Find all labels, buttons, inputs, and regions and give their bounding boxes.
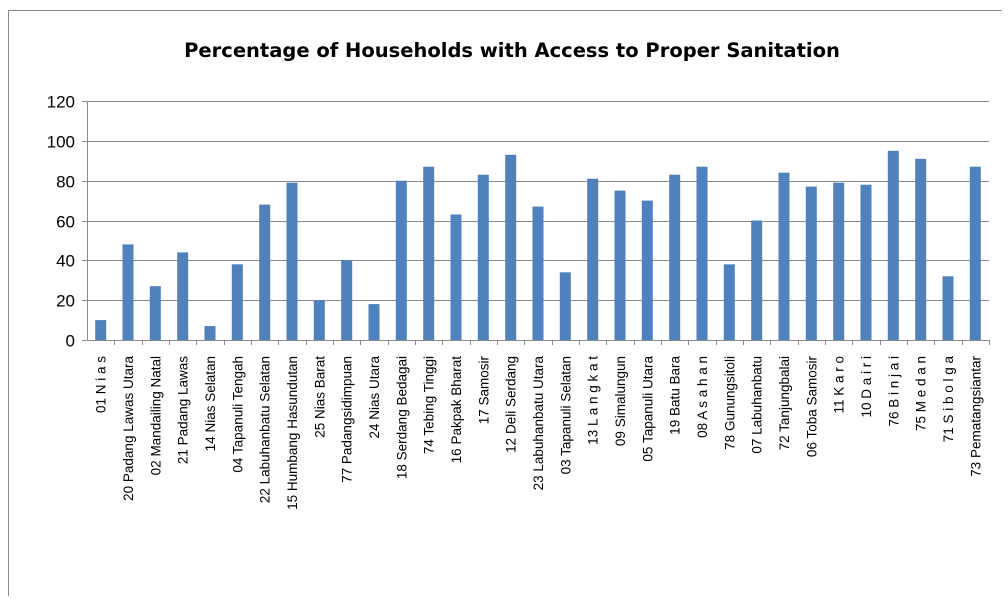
x-tick-label: 23 Labuhanbatu Utara (531, 356, 546, 491)
bar (122, 244, 134, 340)
bar (669, 174, 681, 340)
bar (477, 174, 489, 340)
y-tick-label: 40 (56, 252, 75, 271)
x-tick-label: 19 Batu Bara (668, 356, 683, 435)
x-tick-label: 09 Simalungun (613, 356, 628, 446)
x-tick-label: 25 Nias Barat (312, 356, 327, 438)
y-tick-label: 20 (56, 292, 75, 311)
x-tick-label: 03 Tapanuli Selatan (558, 356, 573, 474)
x-tick-label: 10 D a i r i (859, 356, 874, 418)
bar (341, 260, 353, 340)
bar (696, 166, 708, 340)
x-tick-label: 17 Samosir (476, 355, 491, 424)
bar (259, 204, 271, 340)
bar (860, 184, 872, 340)
bars (95, 150, 981, 340)
x-tick-labels: 01 N i a s 20 Padang Lawas Utara 02 Mandai… (94, 355, 984, 509)
bar (778, 172, 790, 340)
bar (532, 206, 544, 340)
bar (286, 182, 298, 340)
bar (395, 180, 407, 340)
x-tick-label: 08 A s a h a n (695, 356, 710, 438)
x-tick-label: 01 N i a s (94, 356, 109, 413)
bar (805, 186, 817, 340)
bar (177, 252, 189, 340)
x-tick-label: 24 Nias Utara (367, 356, 382, 439)
bar (231, 264, 243, 340)
bar (559, 272, 571, 340)
y-tick-label: 0 (66, 332, 75, 351)
y-tick-label: 120 (47, 93, 75, 112)
x-tick-label: 15 Humbang Hasundutan (285, 356, 300, 510)
bar (751, 220, 763, 340)
x-tick-label: 72 Tanjungbalai (777, 356, 792, 450)
x-tick-label: 14 Nias Selatan (203, 356, 218, 451)
x-tick-label: 78 Gunungsitoli (722, 356, 737, 450)
bar (149, 286, 161, 340)
bar (887, 150, 899, 340)
x-tick-label: 75 M e d a n (914, 356, 929, 431)
x-tick-label: 11 K a r o (832, 356, 847, 414)
y-tick-label: 100 (47, 133, 75, 152)
x-tick-label: 22 Labuhanbatu Selatan (258, 356, 273, 503)
bar (204, 326, 216, 340)
x-tick-label: 74 Tebing Tinggi (422, 356, 437, 454)
x-tick-label: 16 Pakpak Bharat (449, 356, 464, 464)
x-tick-label: 76 B i n j a i (886, 356, 901, 427)
axes (82, 101, 990, 345)
x-tick-label: 73 Pematangsiantar (968, 355, 983, 476)
bar (942, 276, 954, 340)
chart-title: Percentage of Households with Access to … (184, 39, 840, 62)
bar (313, 300, 325, 340)
bar (423, 166, 435, 340)
x-tick-label: 13 L a n g k a t (586, 356, 601, 445)
x-tick-label: 71 S i b o l g a (941, 356, 956, 443)
chart-frame: Percentage of Households with Access to … (8, 10, 1002, 596)
x-tick-label: 07 Labuhanbatu (750, 356, 765, 454)
x-tick-label: 18 Serdang Bedagai (394, 356, 409, 479)
bar (505, 154, 517, 340)
bar (641, 200, 653, 340)
x-tick-label: 05 Tapanuli Utara (640, 356, 655, 462)
x-tick-label: 04 Tapanuli Tengah (230, 356, 245, 473)
bar (614, 190, 626, 340)
y-tick-label: 60 (56, 213, 75, 232)
bar (723, 264, 735, 340)
bar (833, 182, 845, 340)
x-tick-label: 21 Padang Lawas (176, 356, 191, 464)
bar (915, 158, 927, 340)
x-tick-label: 77 Padangsidimpuan (340, 356, 355, 483)
y-tick-label: 80 (56, 173, 75, 192)
bar (969, 166, 981, 340)
chart-canvas: Percentage of Households with Access to … (47, 39, 990, 510)
bar (368, 304, 380, 340)
bar (587, 178, 599, 340)
bar (450, 214, 462, 340)
y-tick-labels: 0 20 40 60 80 100 120 (47, 93, 75, 351)
bar (95, 320, 107, 340)
x-tick-label: 06 Toba Samosir (804, 355, 819, 457)
x-tick-label: 12 Deli Serdang (504, 356, 519, 453)
x-tick-label: 20 Padang Lawas Utara (121, 356, 136, 501)
x-tick-label: 02 Mandailing Natal (148, 356, 163, 475)
